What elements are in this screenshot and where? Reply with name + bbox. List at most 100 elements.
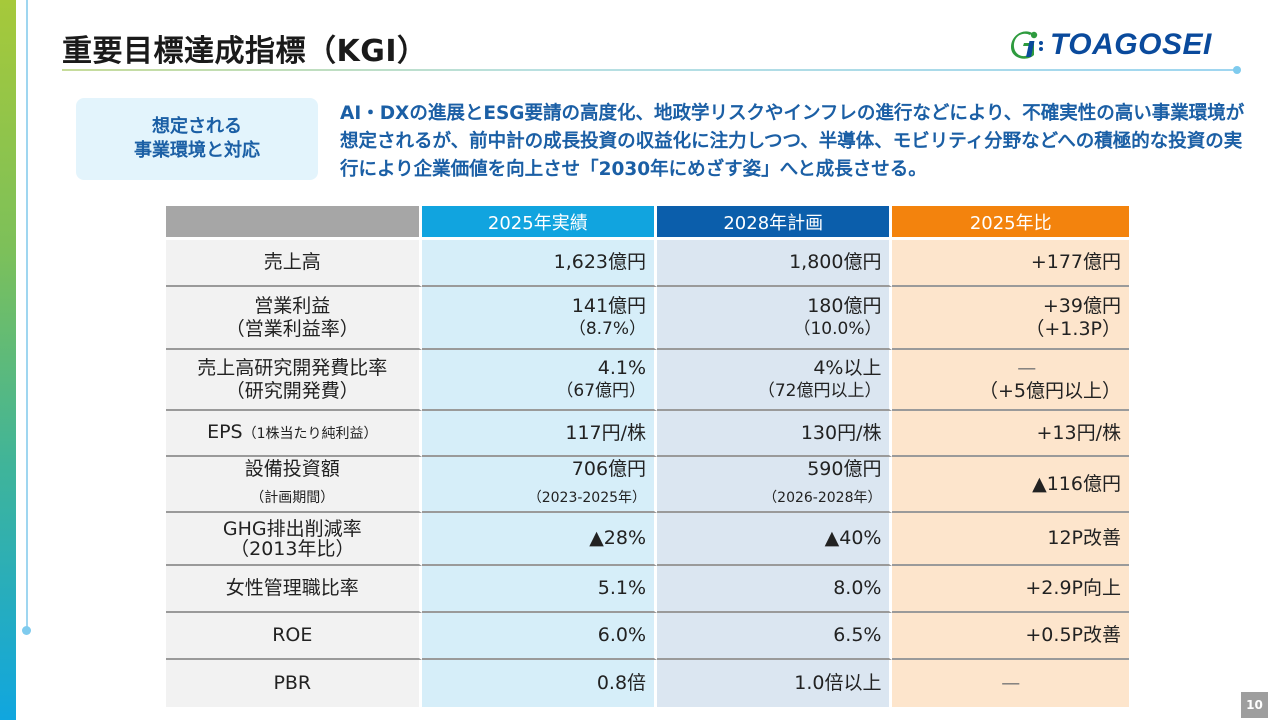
label-sub: （研究開発費） — [225, 379, 359, 402]
value-main: 1,800億円 — [789, 251, 882, 273]
cell-diff: — — [892, 660, 1129, 707]
cell-plan: ▲40% — [657, 513, 893, 566]
cell-plan: 6.5% — [657, 613, 893, 660]
value-sub: （10.0%） — [793, 318, 882, 339]
cell-plan: 4%以上 （72億円以上） — [657, 350, 893, 411]
table-row: 設備投資額 （計画期間） 706億円 （2023-2025年） 590億円 （2… — [166, 457, 1129, 513]
label-main: PBR — [273, 672, 312, 694]
value-main: 6.5% — [833, 624, 882, 646]
row-label: 売上高 — [166, 240, 422, 287]
kgi-table: 2025年実績 2028年計画 2025年比 売上高 1,623億円 1,800… — [166, 206, 1129, 707]
context-description: AI・DXの進展とESG要請の高度化、地政学リスクやインフレの進行などにより、不… — [340, 103, 1245, 180]
row-label: 設備投資額 （計画期間） — [166, 457, 422, 513]
table-row: GHG排出削減率 （2013年比） ▲28% ▲40% 12P改善 — [166, 513, 1129, 566]
cell-plan: 8.0% — [657, 566, 893, 613]
value-sub: （+1.3P） — [1025, 317, 1121, 340]
title-underline-dot — [1233, 66, 1241, 74]
table-header-row: 2025年実績 2028年計画 2025年比 — [166, 206, 1129, 240]
label-main: 売上高 — [263, 251, 321, 273]
table-row: EPS（1株当たり純利益） 117円/株 130円/株 +13円/株 — [166, 411, 1129, 457]
label-sub: （営業利益率） — [225, 317, 359, 340]
label-main: EPS — [207, 420, 243, 443]
value-main: 5.1% — [597, 577, 647, 599]
value-main: 590億円 — [807, 458, 882, 480]
title-underline — [62, 69, 1237, 71]
value-main: 141億円 — [571, 294, 647, 317]
value-main: +2.9P向上 — [1025, 577, 1121, 599]
value-sub: （67億円） — [556, 380, 647, 401]
value-sub: （72億円以上） — [757, 380, 882, 401]
value-main: 12P改善 — [1047, 527, 1121, 549]
row-label: ROE — [166, 613, 422, 660]
value-main: 1,623億円 — [553, 251, 647, 273]
value-main: 6.0% — [597, 624, 647, 646]
table-row: 営業利益 （営業利益率） 141億円 （8.7%） 180億円 （10.0%） … — [166, 287, 1129, 350]
value-sub: （2026-2028年） — [763, 490, 882, 506]
context-label-line2: 事業環境と対応 — [134, 140, 260, 161]
header-label-column — [166, 206, 422, 240]
value-sub: （+5億円以上） — [978, 379, 1121, 402]
label-main: ROE — [272, 624, 313, 646]
value-sub: （8.7%） — [568, 318, 647, 339]
header-2028-plan: 2028年計画 — [657, 206, 893, 240]
value-main: 8.0% — [833, 577, 882, 599]
cell-actual: 1,623億円 — [421, 240, 658, 287]
side-accent-line — [26, 0, 28, 630]
cell-actual: 706億円 （2023-2025年） — [421, 457, 658, 513]
cell-diff: +2.9P向上 — [892, 566, 1129, 613]
page-title: 重要目標達成指標（KGI） — [62, 34, 428, 69]
side-accent-bar — [0, 0, 16, 720]
label-main: 女性管理職比率 — [225, 577, 359, 599]
cell-plan: 1,800億円 — [657, 240, 893, 287]
value-main: 1.0倍以上 — [794, 672, 882, 694]
context-label-box: 想定される 事業環境と対応 — [76, 98, 318, 180]
value-main: +39億円 — [1042, 294, 1121, 317]
cell-plan: 130円/株 — [657, 411, 893, 457]
header-2025-actual: 2025年実績 — [421, 206, 658, 240]
value-main: 4%以上 — [813, 356, 882, 379]
company-logo: TOAGOSEI — [1010, 28, 1212, 62]
cell-actual: ▲28% — [421, 513, 658, 566]
dash-placeholder: — — [1017, 356, 1037, 379]
label-sub: （計画期間） — [250, 490, 335, 506]
cell-actual: 0.8倍 — [421, 660, 658, 707]
label-main: 売上高研究開発費比率 — [197, 356, 388, 379]
table-row: 売上高 1,623億円 1,800億円 +177億円 — [166, 240, 1129, 287]
cell-diff: +177億円 — [892, 240, 1129, 287]
row-label: 女性管理職比率 — [166, 566, 422, 613]
cell-actual: 117円/株 — [421, 411, 658, 457]
value-main: ▲28% — [589, 527, 647, 549]
cell-plan: 590億円 （2026-2028年） — [657, 457, 893, 513]
logo-text: TOAGOSEI — [1050, 28, 1212, 61]
row-label: 売上高研究開発費比率 （研究開発費） — [166, 350, 422, 411]
value-main: 706億円 — [571, 458, 647, 480]
cell-diff: +0.5P改善 — [892, 613, 1129, 660]
label-main: 営業利益 — [254, 294, 331, 317]
value-main: 130円/株 — [800, 421, 882, 444]
value-main: ▲40% — [824, 527, 882, 549]
value-main: 180億円 — [807, 294, 882, 317]
value-main: +177億円 — [1030, 251, 1121, 273]
cell-diff: +13円/株 — [892, 411, 1129, 457]
cell-actual: 6.0% — [421, 613, 658, 660]
value-main: 0.8倍 — [596, 672, 647, 694]
page-number: 10 — [1241, 692, 1268, 718]
cell-plan: 1.0倍以上 — [657, 660, 893, 707]
table-row: ROE 6.0% 6.5% +0.5P改善 — [166, 613, 1129, 660]
row-label: 営業利益 （営業利益率） — [166, 287, 422, 350]
cell-diff: +39億円 （+1.3P） — [892, 287, 1129, 350]
label-sub: （2013年比） — [230, 537, 355, 560]
cell-actual: 141億円 （8.7%） — [421, 287, 658, 350]
row-label: EPS（1株当たり純利益） — [166, 411, 422, 457]
context-label-line1: 想定される — [152, 116, 242, 137]
value-main: 117円/株 — [565, 421, 647, 444]
row-label: GHG排出削減率 （2013年比） — [166, 513, 422, 566]
label-main: GHG排出削減率 — [222, 517, 362, 540]
value-main: +0.5P改善 — [1025, 624, 1121, 646]
header-vs-2025: 2025年比 — [892, 206, 1129, 240]
value-main: 4.1% — [597, 356, 647, 379]
cell-actual: 4.1% （67億円） — [421, 350, 658, 411]
value-main: +13円/株 — [1036, 421, 1122, 444]
table-row: 女性管理職比率 5.1% 8.0% +2.9P向上 — [166, 566, 1129, 613]
cell-plan: 180億円 （10.0%） — [657, 287, 893, 350]
